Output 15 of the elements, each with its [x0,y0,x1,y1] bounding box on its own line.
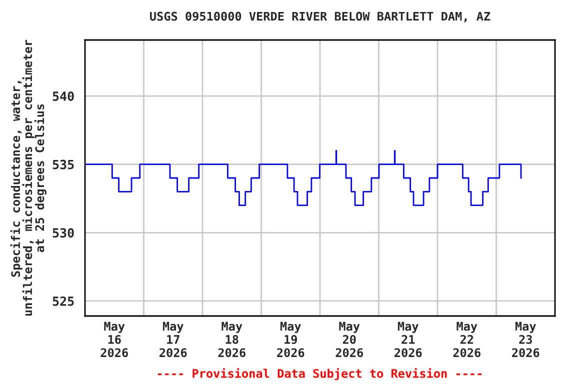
x-tick-label: May 17 2026 [160,322,187,358]
text: ---- Provisional Data Subject to Revision ---- [158,368,482,380]
y-tick-label: 535 [52,160,74,170]
x-tick-label: May 16 2026 [100,322,128,358]
x-tick-label: May 23 2026 [512,322,540,358]
y-tick-label: 525 [52,296,74,306]
x-tick-label: May 21 2026 [394,322,422,358]
x-tick-label: May 18 2026 [218,322,246,358]
chart-title: USGS 09510000 VERDE RIVER BELOW BARTLETT DAM, AZ [150,12,490,22]
y-axis-title: Specific conductance, water, unfiltered, microsiemens per centimeter at 25 degrees Celsius [10,40,46,316]
x-tick-label: May 19 2026 [277,322,304,358]
x-tick-label: May 22 2026 [453,322,480,358]
y-tick-label: 530 [52,228,74,238]
x-tick-label: May 20 2026 [336,322,363,358]
y-tick-label: 540 [52,91,74,101]
